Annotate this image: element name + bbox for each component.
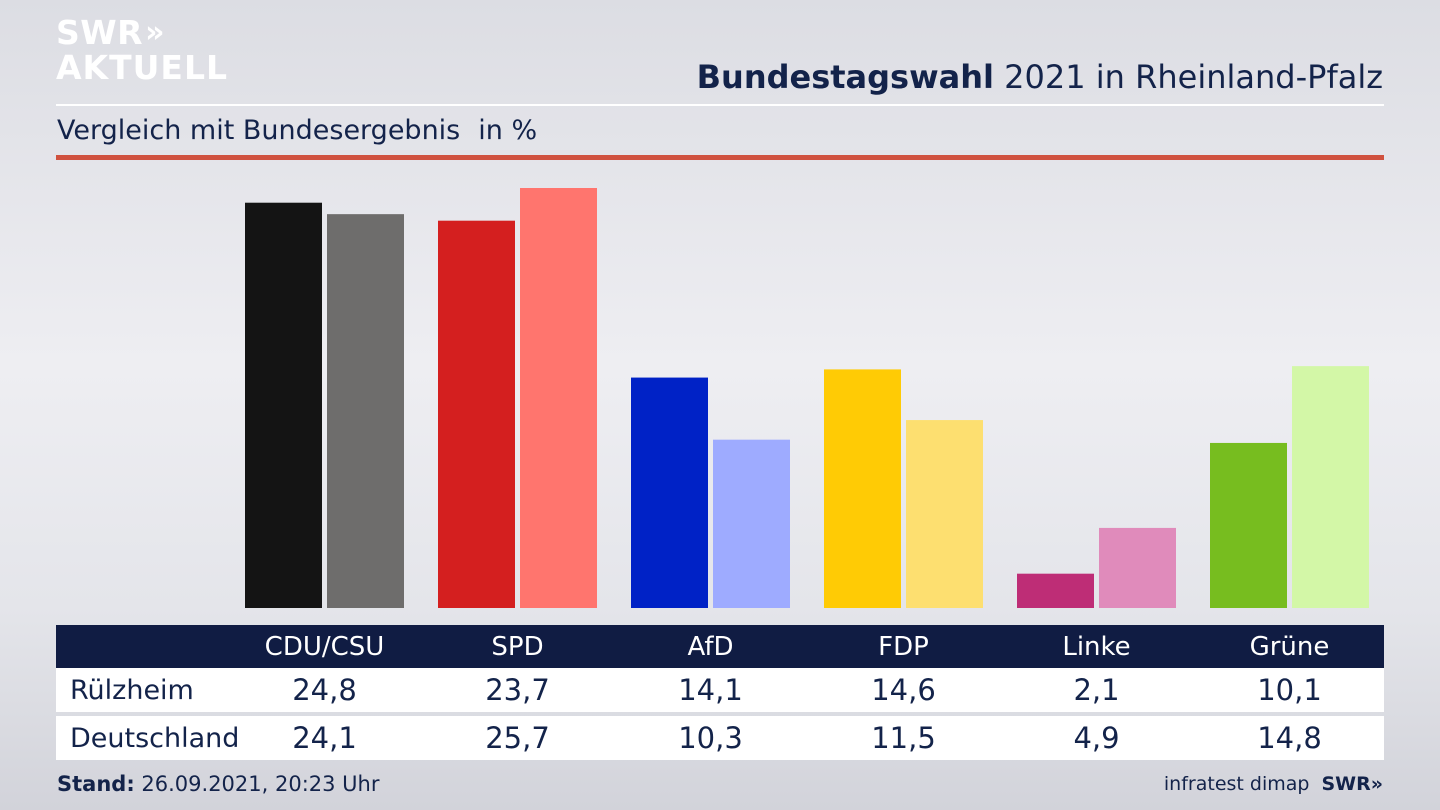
category-label: FDP	[878, 631, 929, 662]
bar-local-3	[824, 369, 901, 608]
bar-national-1	[520, 188, 597, 608]
source-text: infratest dimap	[1163, 773, 1310, 795]
swr-brand-icon: SWR»	[1321, 773, 1383, 795]
value-label: 4,9	[1073, 721, 1120, 755]
chart-subtitle: Vergleich mit Bundesergebnis in %	[57, 115, 537, 146]
bar-local-4	[1017, 573, 1094, 608]
stand-value: 26.09.2021, 20:23 Uhr	[134, 772, 380, 796]
bar-national-0	[327, 214, 404, 608]
row-label-national: Deutschland	[70, 722, 240, 754]
value-label: 23,7	[485, 673, 550, 707]
value-label: 11,5	[871, 721, 936, 755]
category-label: SPD	[491, 631, 544, 662]
bar-local-1	[438, 220, 515, 609]
bar-national-4	[1099, 527, 1176, 608]
logo-swr-text: SWR	[56, 13, 144, 52]
chart-title: Bundestagswahl 2021 in Rheinland-Pfalz	[697, 58, 1383, 96]
bar-national-3	[906, 420, 983, 608]
value-label: 14,6	[871, 673, 936, 707]
title-divider	[56, 104, 1384, 106]
table-row-national: Deutschland 24,1 25,7 10,3 11,5 4,9 14,8	[56, 716, 1384, 760]
value-label: 14,8	[1257, 721, 1322, 755]
bar-local-0	[245, 202, 322, 608]
category-label: Linke	[1062, 631, 1131, 662]
source-credit: infratest dimap SWR»	[1164, 773, 1383, 795]
value-label: 24,8	[292, 673, 357, 707]
timestamp: Stand: 26.09.2021, 20:23 Uhr	[57, 772, 380, 796]
chart-title-bold: Bundestagswahl	[696, 58, 994, 96]
swr-aktuell-logo: SWR » AKTUELL	[56, 16, 228, 84]
value-label: 24,1	[292, 721, 357, 755]
results-table: CDU/CSU SPD AfD FDP Linke Grüne Rülzheim 24,8…	[56, 625, 1384, 760]
row-label-local: Rülzheim	[70, 674, 194, 706]
subtitle-divider	[56, 155, 1384, 160]
bar-local-2	[631, 377, 708, 608]
subtitle-unit: in %	[478, 115, 538, 146]
category-label: Grüne	[1249, 631, 1330, 662]
chart-title-rest: 2021 in Rheinland-Pfalz	[994, 58, 1383, 96]
table-header-row: CDU/CSU SPD AfD FDP Linke Grüne	[56, 625, 1384, 668]
bar-national-5	[1292, 366, 1369, 608]
stand-label: Stand:	[57, 772, 135, 796]
value-label: 14,1	[678, 673, 743, 707]
bar-local-5	[1210, 442, 1287, 608]
value-label: 10,3	[678, 721, 743, 755]
value-label: 10,1	[1257, 673, 1322, 707]
category-label: CDU/CSU	[264, 631, 385, 662]
category-label: AfD	[687, 631, 734, 662]
bar-national-2	[713, 439, 790, 608]
value-label: 25,7	[485, 721, 550, 755]
subtitle-text: Vergleich mit Bundesergebnis	[57, 115, 461, 146]
logo-aktuell-text: AKTUELL	[56, 48, 229, 87]
table-row-local: Rülzheim 24,8 23,7 14,1 14,6 2,1 10,1	[56, 668, 1384, 712]
value-label: 2,1	[1073, 673, 1120, 707]
